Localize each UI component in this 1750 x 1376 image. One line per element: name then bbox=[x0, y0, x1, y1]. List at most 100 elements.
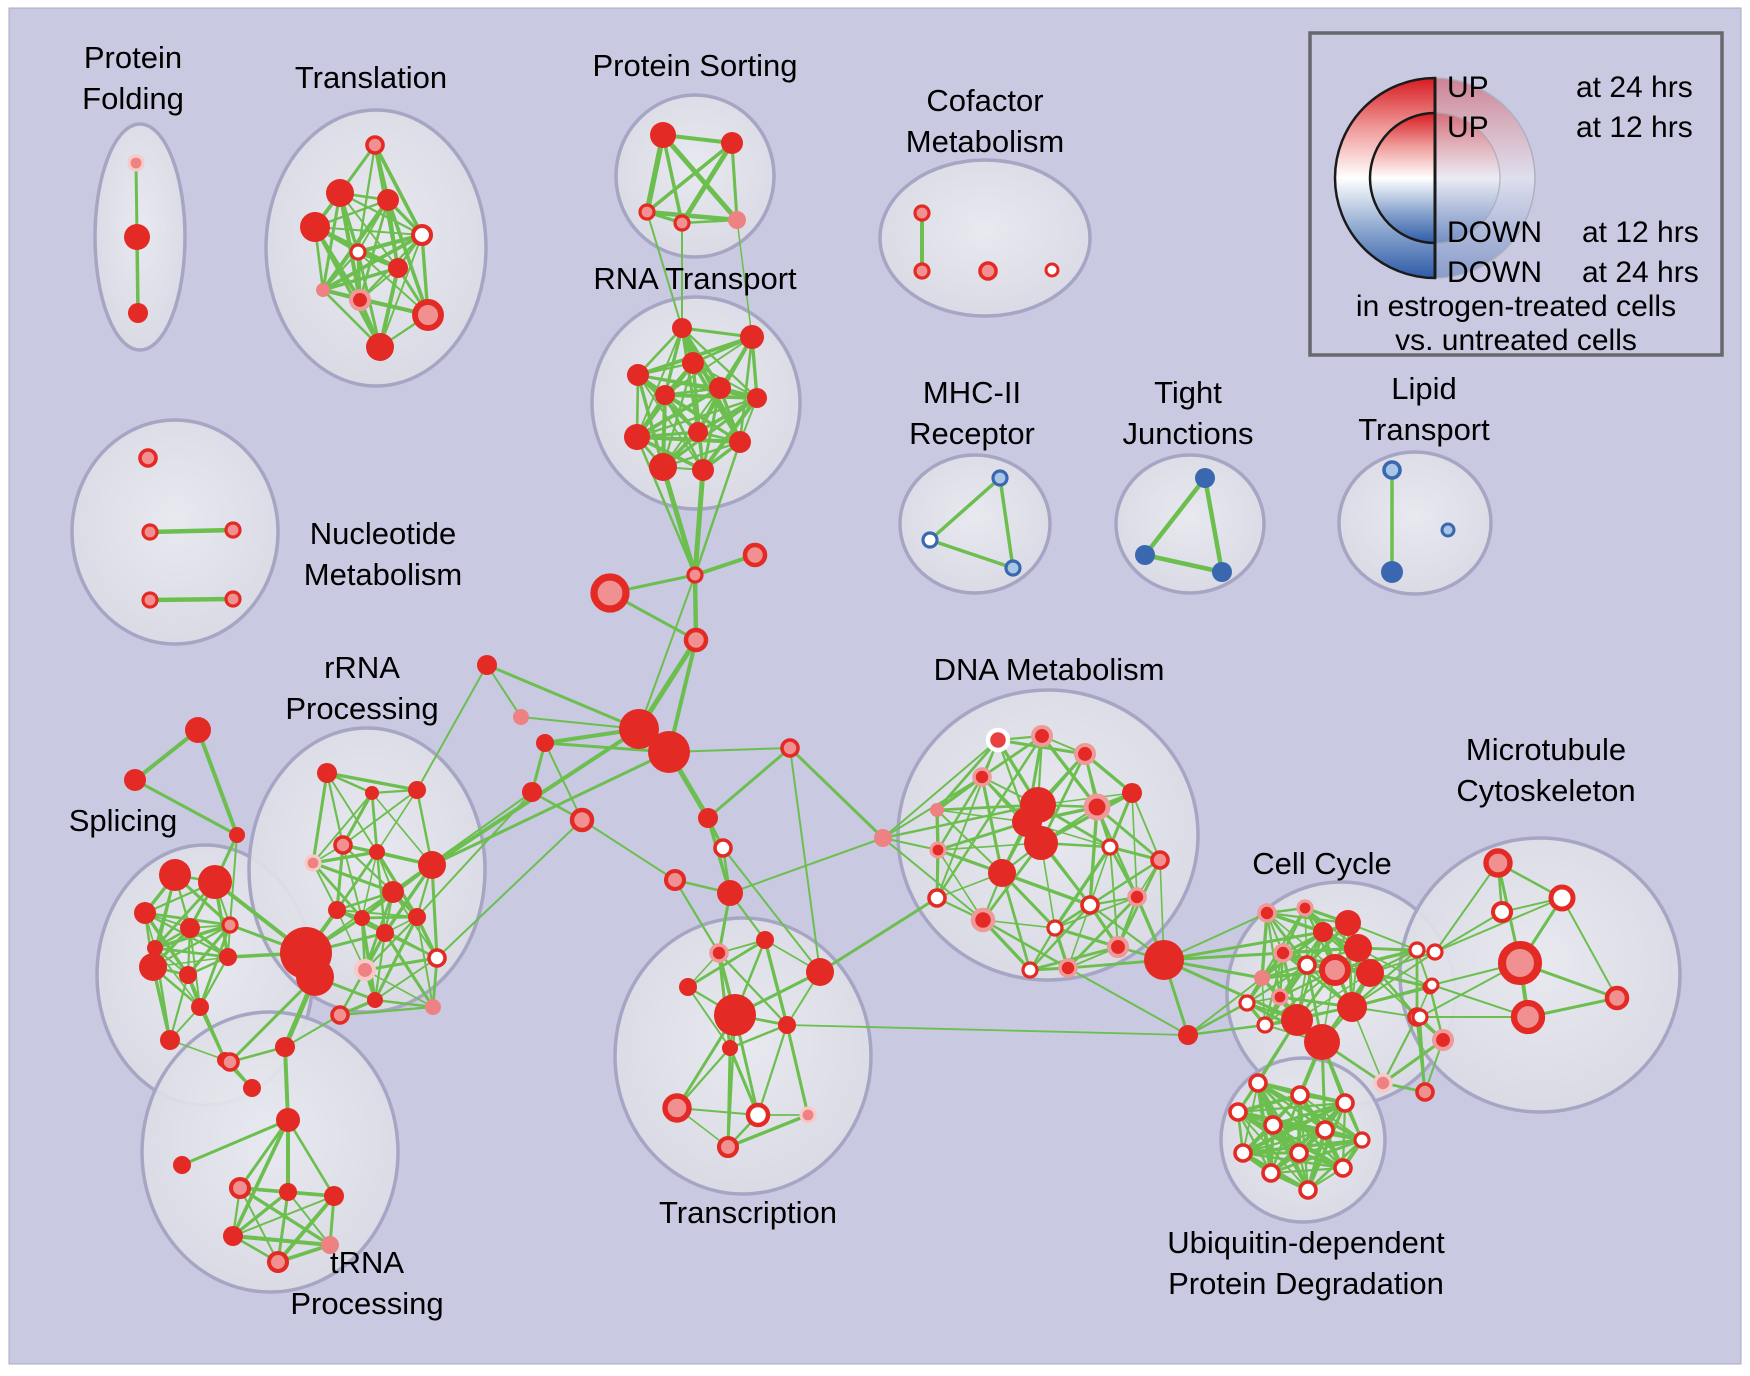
gene-node-mh2 bbox=[1004, 559, 1022, 577]
interaction-edge-tx2-tx4 bbox=[686, 938, 767, 989]
interaction-edge-tc1-tc4 bbox=[287, 1191, 331, 1246]
gene-node-hb0 bbox=[619, 709, 659, 749]
interaction-edge-ch0-hb0 bbox=[638, 574, 696, 730]
interaction-edge-rr9-rr14 bbox=[383, 931, 435, 1009]
cluster-bubble-protein-sorting bbox=[614, 93, 776, 259]
gene-node-spt1 bbox=[124, 769, 146, 791]
gene-node-tl10 bbox=[366, 333, 394, 361]
interaction-edge-mh1-mh2 bbox=[928, 538, 1015, 570]
gene-node-dm8 bbox=[1083, 793, 1111, 821]
interaction-edge-rr0-rr5 bbox=[326, 772, 378, 853]
interaction-edge-tcH-tc3 bbox=[231, 1118, 290, 1238]
interaction-edge-cc_conn-dm21 bbox=[1067, 967, 1189, 1036]
interaction-edge-dm14-dm18 bbox=[1088, 858, 1162, 907]
gene-node-lt0 bbox=[1382, 460, 1402, 480]
gene-node-cc6 bbox=[1297, 955, 1317, 975]
cluster-label-nucleotide-metabolism-line2: Metabolism bbox=[304, 557, 463, 592]
cluster-label-protein-folding-line1: Protein bbox=[84, 40, 182, 75]
gene-node-ch1 bbox=[742, 542, 768, 568]
interaction-edge-tcH-tc0 bbox=[238, 1118, 290, 1190]
gene-node-cc14 bbox=[1304, 1024, 1340, 1060]
interaction-edge-rt3-rt11 bbox=[637, 374, 704, 471]
gene-node-sp9 bbox=[191, 998, 209, 1016]
interaction-edge-ub6-ub8 bbox=[1298, 1139, 1363, 1154]
gene-node-ps0 bbox=[650, 122, 676, 148]
gene-node-ub5 bbox=[1315, 1120, 1335, 1140]
cluster-label-mhc-ii-receptor-line1: MHC-II bbox=[923, 375, 1021, 410]
gene-node-rr13 bbox=[367, 992, 383, 1008]
interaction-edge-dm5-dm15 bbox=[980, 775, 1004, 875]
interaction-edge-dm0-dm12 bbox=[882, 837, 939, 851]
gene-node-ub6 bbox=[1353, 1131, 1371, 1149]
interaction-edge-spt2-sp4 bbox=[229, 834, 238, 926]
interaction-edge-rr1-rrH bbox=[371, 792, 433, 866]
cluster-bubble-microtubule-cytoskeleton bbox=[1398, 836, 1682, 1114]
gene-node-dm3 bbox=[1030, 724, 1054, 748]
gene-node-tx6 bbox=[714, 994, 756, 1036]
interaction-edge-tl6-tl7 bbox=[321, 266, 400, 292]
gene-node-cc_conn bbox=[1178, 1025, 1198, 1045]
interaction-edge-dm19-dm21 bbox=[981, 918, 1070, 970]
interaction-edge-rr13-rr14 bbox=[373, 998, 435, 1009]
gene-node-ub8 bbox=[1289, 1143, 1309, 1163]
gene-node-pf0 bbox=[127, 154, 145, 172]
cluster-label-protein-sorting-line1: Protein Sorting bbox=[592, 48, 797, 83]
gene-node-cf0 bbox=[913, 204, 931, 222]
cluster-label-transcription-line1: Transcription bbox=[659, 1195, 837, 1230]
cluster-label-mhc-ii-receptor-line2: Receptor bbox=[909, 416, 1035, 451]
interaction-edge-wc0-wc1 bbox=[486, 664, 522, 718]
legend-up-24-label: UP bbox=[1447, 71, 1489, 104]
gene-node-rr5 bbox=[369, 844, 385, 860]
interaction-edge-tx7-tx10 bbox=[756, 1023, 789, 1117]
legend-up-12-time: at 12 hrs bbox=[1576, 111, 1693, 144]
gene-node-tc1 bbox=[279, 1183, 297, 1201]
interaction-edge-dm1-dm3 bbox=[935, 734, 1044, 900]
gene-node-cc12 bbox=[1256, 1016, 1274, 1034]
gene-node-pf1 bbox=[124, 224, 150, 250]
interaction-edge-sp7-sp10 bbox=[168, 973, 190, 1042]
gene-node-rr6 bbox=[382, 881, 404, 903]
gene-node-cc21 bbox=[1415, 1082, 1435, 1102]
interaction-edge-dm7-dm16 bbox=[1131, 792, 1138, 898]
cluster-label-lipid-transport-line1: Lipid bbox=[1391, 371, 1457, 406]
interaction-edge-ps0-ps4 bbox=[660, 132, 740, 223]
gene-node-rr0 bbox=[317, 763, 337, 783]
interaction-edge-tl4-tl7 bbox=[321, 233, 424, 292]
gene-node-mt1 bbox=[1548, 884, 1576, 912]
interaction-edge-tx2-tx7 bbox=[763, 938, 789, 1027]
gene-node-ub0 bbox=[1248, 1073, 1268, 1093]
interaction-edge-rt1-rt6 bbox=[664, 336, 753, 396]
interaction-edge-tcH-tc2 bbox=[286, 1118, 336, 1198]
interaction-edge-ub1-ub3 bbox=[1236, 1093, 1302, 1114]
gene-node-tj0 bbox=[1195, 468, 1215, 488]
gene-node-mt4 bbox=[1604, 985, 1630, 1011]
gene-node-pf2 bbox=[128, 303, 148, 323]
gene-node-tj2 bbox=[1212, 562, 1232, 582]
interaction-edge-rr1-rr4 bbox=[312, 792, 373, 864]
legend-down-24-label: DOWN bbox=[1447, 256, 1542, 289]
interaction-edge-dm0-dm9 bbox=[881, 803, 1040, 840]
gene-node-rr9 bbox=[376, 924, 394, 942]
cluster-bubble-lipid-transport bbox=[1337, 450, 1493, 596]
gene-node-rr14 bbox=[425, 999, 441, 1015]
interaction-edge-mtc0-mt1 bbox=[1434, 897, 1563, 953]
gene-node-rt5 bbox=[747, 388, 767, 408]
interaction-edge-ub2-ub3 bbox=[1236, 1101, 1347, 1114]
gene-node-tx0 bbox=[663, 868, 687, 892]
gene-node-wc0 bbox=[477, 655, 497, 675]
interaction-edge-dm13-dm18 bbox=[1089, 846, 1111, 906]
interaction-edge-rt1-rt9 bbox=[738, 335, 754, 444]
interaction-edge-nm1-nm2 bbox=[147, 527, 236, 535]
interaction-edge-tch1-rr15 bbox=[284, 1014, 341, 1048]
interaction-edge-lk0-sc0 bbox=[706, 746, 792, 820]
gene-node-tc5 bbox=[266, 1250, 290, 1274]
legend-up-24-time: at 24 hrs bbox=[1576, 71, 1693, 104]
interaction-edge-dm22-dm23 bbox=[1028, 945, 1120, 972]
gene-node-cc2 bbox=[1313, 922, 1333, 942]
interaction-edge-tc1-tc3 bbox=[231, 1190, 290, 1238]
interaction-edge-ps1-ps3 bbox=[679, 140, 735, 226]
gene-node-ch2 bbox=[590, 573, 630, 613]
interaction-edge-rt7-ch0 bbox=[635, 435, 697, 577]
interaction-edge-rrH-rr11 bbox=[430, 863, 439, 960]
gene-node-cc15 bbox=[1337, 992, 1367, 1022]
